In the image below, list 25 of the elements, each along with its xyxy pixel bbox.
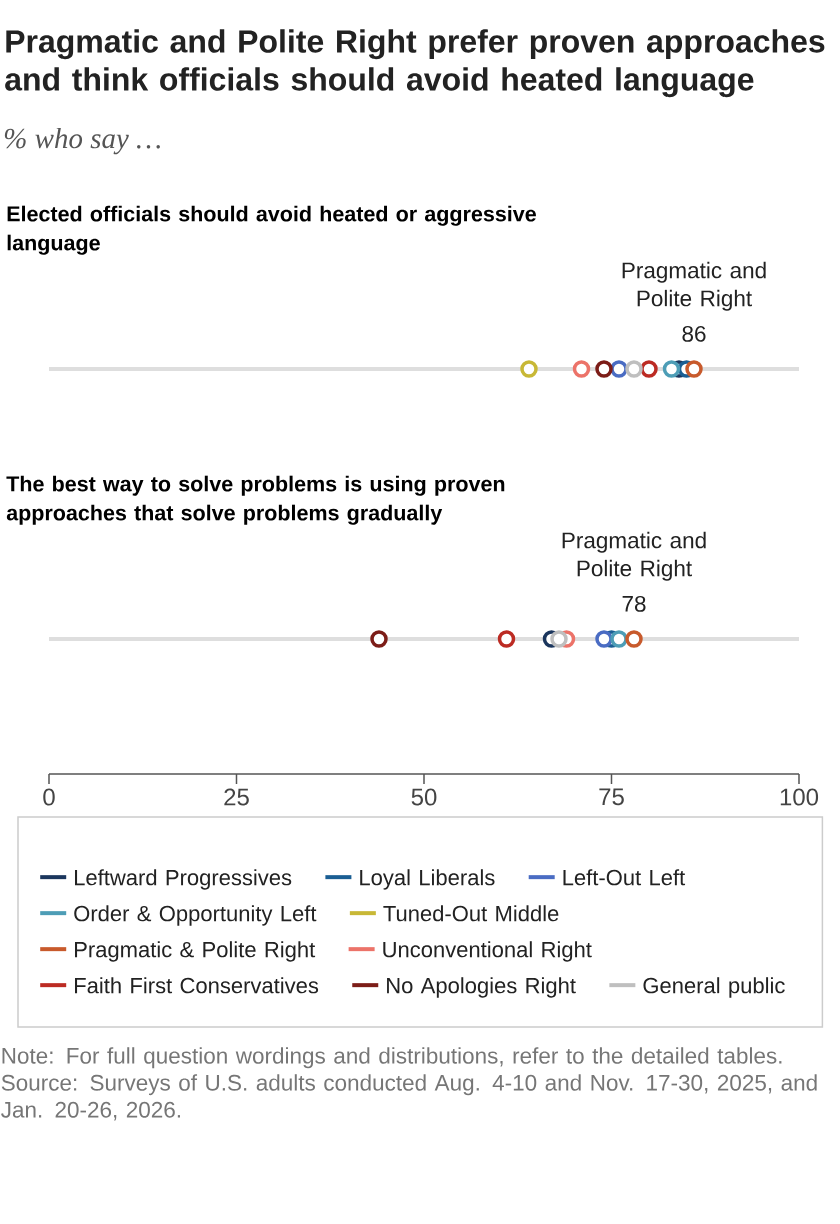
x-tick-label: 100 xyxy=(780,788,819,806)
legend-label: General public xyxy=(643,977,785,998)
legend-label: Unconventional Right xyxy=(383,941,592,962)
x-tick-label: 0 xyxy=(43,788,55,806)
legend-label: Pragmatic & Polite Right xyxy=(75,941,316,962)
x-tick-label: 50 xyxy=(411,788,437,806)
x-tick-label: 75 xyxy=(599,788,624,806)
legend-label: Order & Opportunity Left xyxy=(74,905,317,926)
y-tick-label: Elected officials should avoid heated or aggressive language xyxy=(7,205,536,255)
chart-title: Pragmatic and Polite Right prefer proven approaches and think officials should avoid heated language xyxy=(5,29,825,98)
x-tick-label: 25 xyxy=(224,788,249,806)
y-tick-label: The best way to solve problems is using proven approaches that solve problems gradually xyxy=(6,475,505,525)
data-label: 78 xyxy=(622,595,646,612)
annotation: Pragmatic and Polite Right xyxy=(562,531,706,581)
chart-subtitle: % who say … xyxy=(4,127,160,155)
legend-label: Tuned-Out Middle xyxy=(383,905,559,922)
legend-label: Loyal Liberals xyxy=(360,869,495,890)
data-label: 86 xyxy=(682,325,706,342)
annotation: Pragmatic and Polite Right xyxy=(622,261,766,311)
legend-label: Faith First Conservatives xyxy=(75,977,319,994)
legend-label: Left-Out Left xyxy=(563,869,686,886)
text: Note: For full question wordings and distributions, refer to the detailed tables. xyxy=(2,1047,782,1069)
legend-label: Leftward Progressives xyxy=(75,869,292,890)
source-note: Source: Surveys of U.S. adults conducted Aug. 4-10 and Nov. 17-30, 2025, and Jan. 20-26, 2026. xyxy=(1,1074,817,1121)
legend-label: No Apologies Right xyxy=(387,977,576,998)
